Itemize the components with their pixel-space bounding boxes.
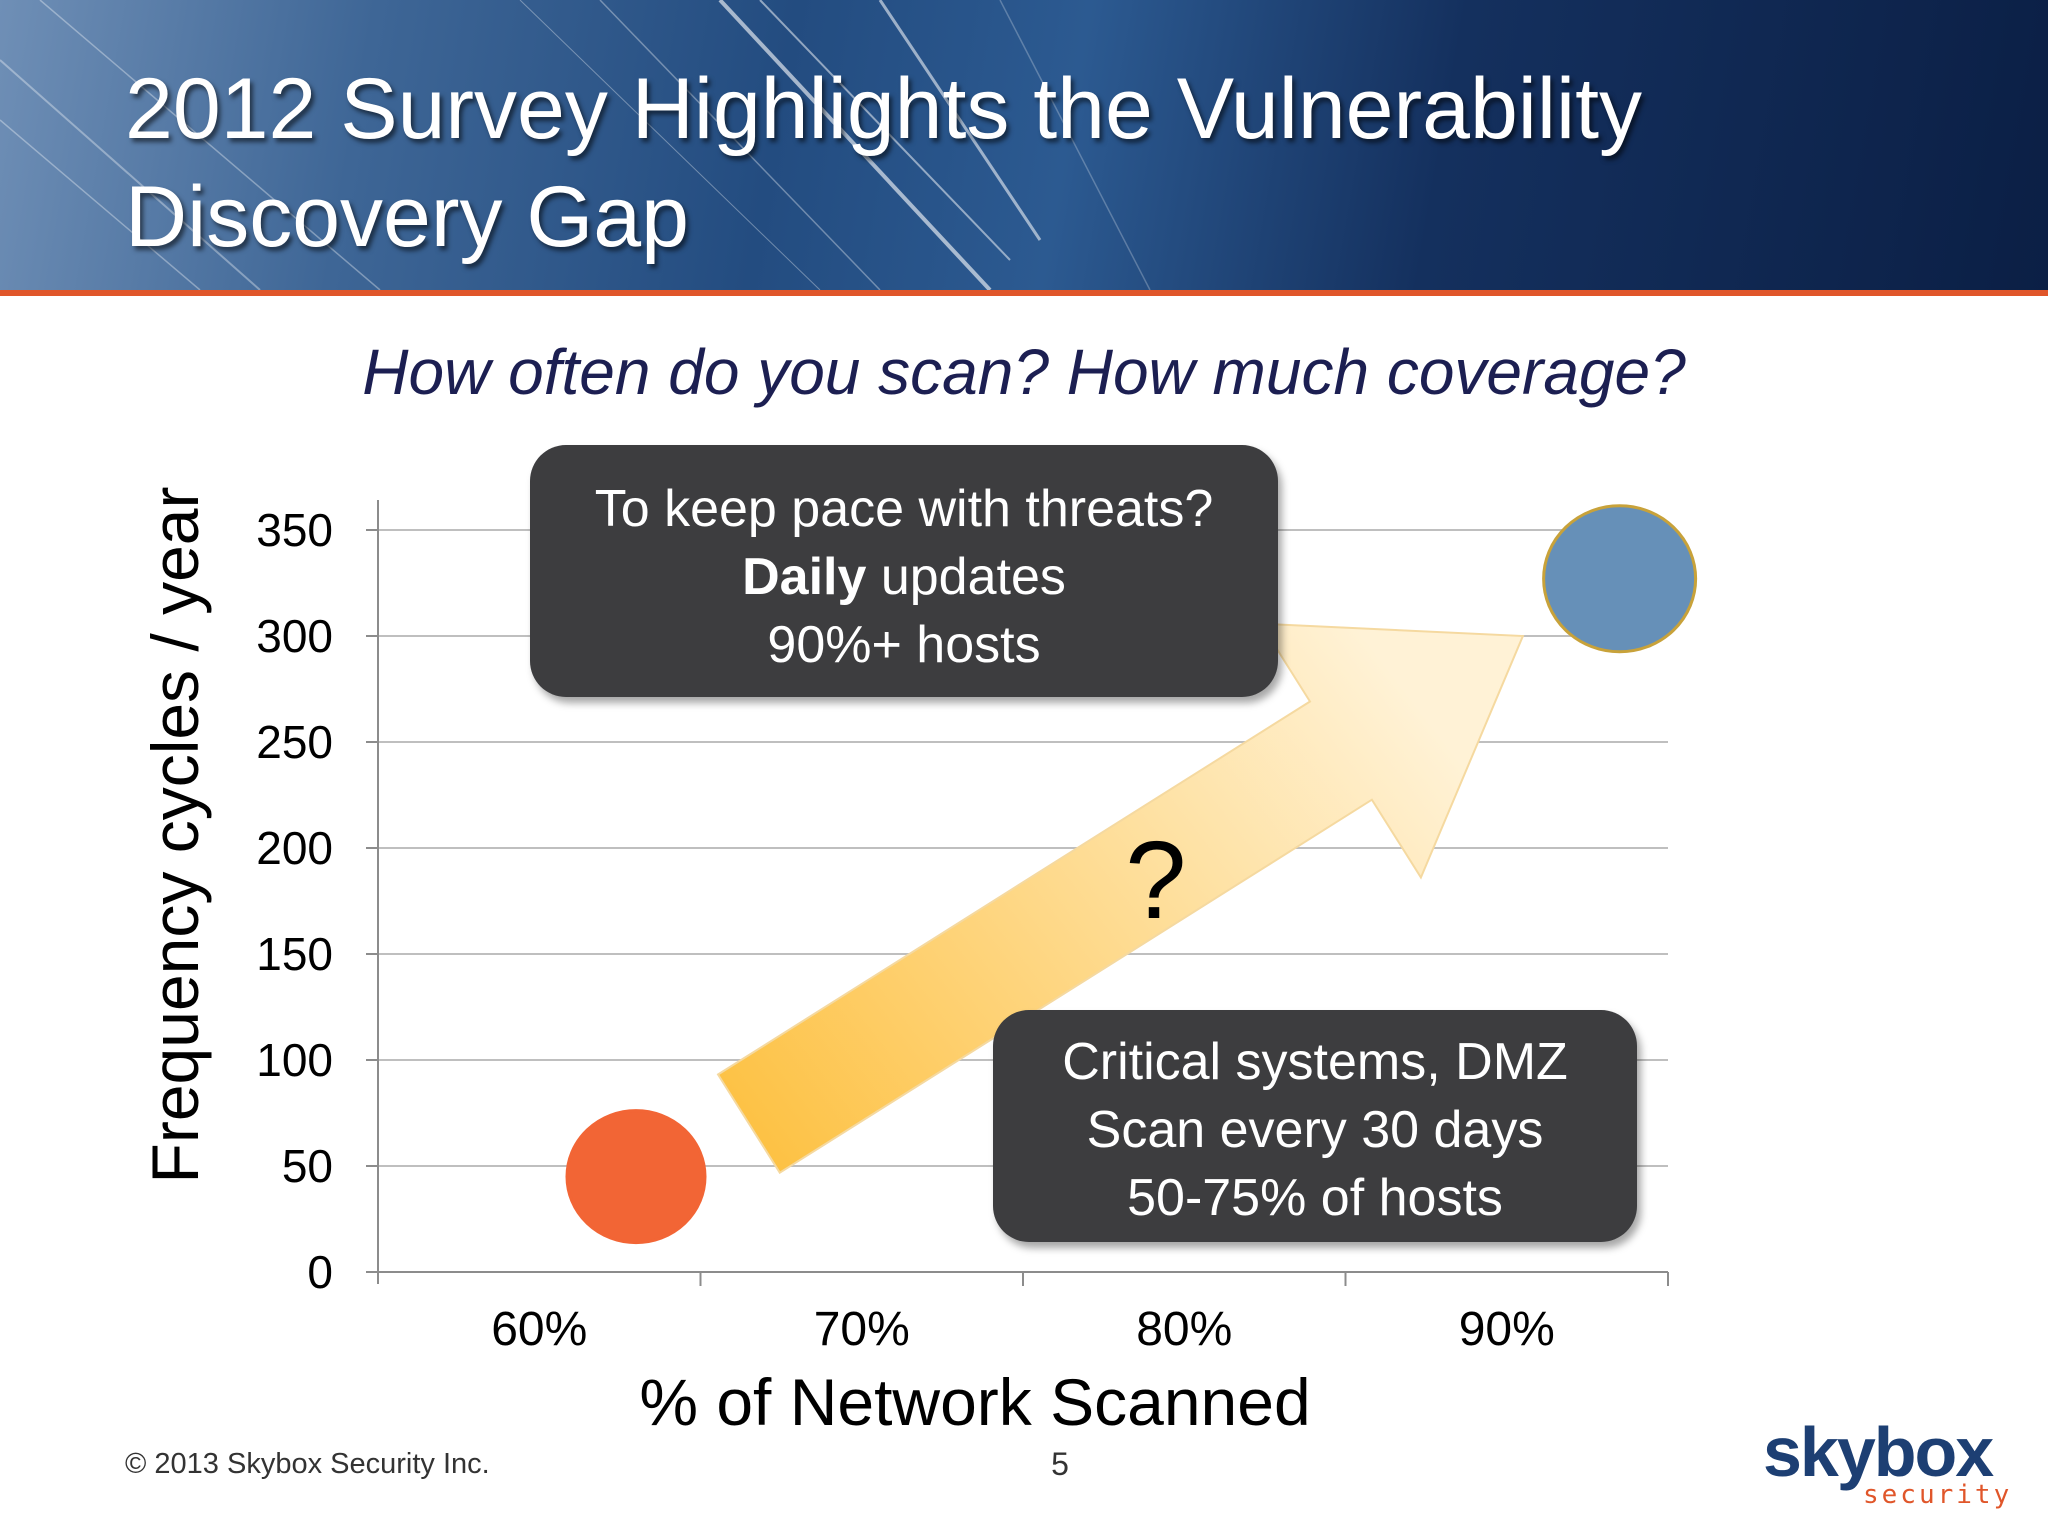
slide-subtitle: How often do you scan? How much coverage… xyxy=(362,336,1686,408)
y-tick-label-350: 350 xyxy=(256,504,333,556)
y-tick-label-250: 250 xyxy=(256,716,333,768)
page-number: 5 xyxy=(1051,1446,1069,1482)
x-tick-labels: 60% 70% 80% 90% xyxy=(491,1303,1555,1356)
callout-top-line1: To keep pace with threats? xyxy=(594,480,1214,538)
callout-bottom-line2: Scan every 30 days xyxy=(1086,1101,1544,1159)
y-tick-label-100: 100 xyxy=(256,1034,333,1086)
trend-arrow-shape xyxy=(716,622,1525,1175)
callout-critical-systems: Critical systems, DMZ Scan every 30 days… xyxy=(993,1010,1637,1242)
y-tick-label-300: 300 xyxy=(256,610,333,662)
data-points xyxy=(565,504,1698,1245)
callout-daily-updates: To keep pace with threats? Daily updates… xyxy=(530,445,1278,697)
logo-wordmark: skybox xyxy=(1763,1413,1994,1491)
y-tick-label-0: 0 xyxy=(307,1246,333,1298)
slide-title: 2012 Survey Highlights the Vulnerability… xyxy=(125,61,1643,265)
banner-light-streaks xyxy=(0,0,1151,290)
data-point-0 xyxy=(565,1109,707,1245)
x-axis-title: % of Network Scanned xyxy=(639,1365,1310,1439)
x-tick-label-60%: 60% xyxy=(491,1303,587,1356)
title-banner: 2012 Survey Highlights the Vulnerability… xyxy=(0,0,2048,290)
data-point-1 xyxy=(1542,504,1698,654)
x-tick-label-70%: 70% xyxy=(814,1303,910,1356)
skybox-logo: skybox security xyxy=(1755,1412,2009,1522)
header-accent-rule xyxy=(0,290,2048,296)
y-tick-label-200: 200 xyxy=(256,822,333,874)
y-tick-label-50: 50 xyxy=(282,1140,333,1192)
x-tick-label-80%: 80% xyxy=(1136,1303,1232,1356)
callout-bottom-line3: 50-75% of hosts xyxy=(1127,1169,1503,1227)
callout-top-line3: 90%+ hosts xyxy=(767,616,1041,674)
y-tick-label-150: 150 xyxy=(256,928,333,980)
arrow-question-mark: ? xyxy=(1125,819,1186,942)
x-tick-label-90%: 90% xyxy=(1459,1303,1555,1356)
y-axis-title: Frequency cycles / year xyxy=(138,487,212,1184)
trend-arrow: ? xyxy=(716,622,1525,1175)
callout-top-bold: Daily xyxy=(742,548,867,606)
footer-copyright: © 2013 Skybox Security Inc. xyxy=(125,1448,490,1480)
callout-bottom-line1: Critical systems, DMZ xyxy=(1062,1033,1568,1091)
logo-subtitle: security xyxy=(1863,1480,2013,1510)
y-tick-labels: 0 50 100 150 200 250 300 350 xyxy=(256,504,333,1298)
callout-top-line2: updates xyxy=(866,548,1066,606)
axes xyxy=(366,500,1669,1286)
